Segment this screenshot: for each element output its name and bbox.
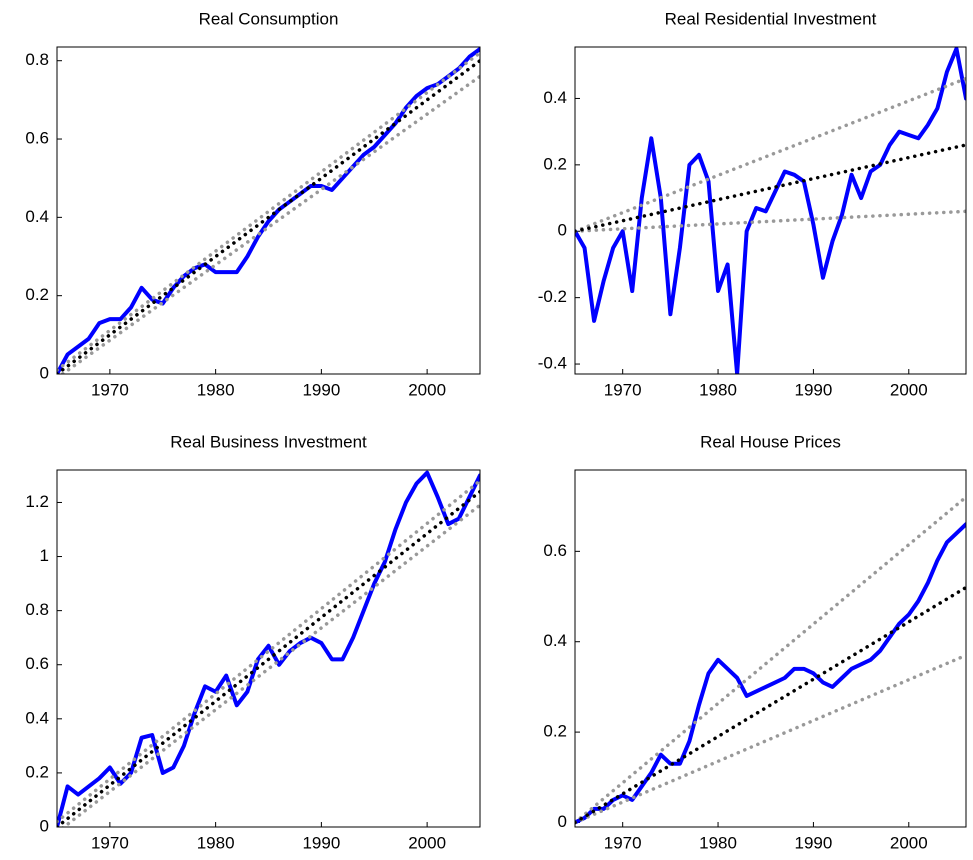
subplot: Real House Prices 0 0.2 0.4 0.6 1970 1980 1990 2… — [543, 432, 967, 852]
trend-line — [57, 489, 480, 827]
data-line — [57, 470, 480, 827]
x-tick-label: 1980 — [699, 380, 737, 399]
y-tick-label: 0.6 — [25, 654, 49, 673]
subplot: Real Consumption 0 0.2 0.4 0.6 0.8 1970 1980 199… — [25, 9, 481, 399]
trend-line — [575, 495, 966, 825]
x-tick-label: 1990 — [795, 380, 833, 399]
x-tick-label: 2000 — [408, 833, 446, 852]
x-tick-label: 1980 — [197, 380, 235, 399]
subplot: Real Business Investment 0 0.2 0.4 0.6 0.8 1 1.… — [25, 432, 481, 852]
y-tick-label: 0.2 — [25, 762, 49, 781]
y-tick-label: 0.4 — [25, 207, 49, 226]
trend-line — [57, 51, 480, 372]
plot-frame — [574, 46, 967, 375]
trend-line — [575, 209, 966, 233]
y-tick-label: 0.4 — [543, 631, 567, 650]
y-tick-label: 0.4 — [543, 88, 567, 107]
y-tick-label: 0.4 — [25, 708, 49, 727]
y-tick-label: 0.2 — [543, 154, 567, 173]
plot-area — [575, 495, 966, 825]
y-tick-label: 0 — [558, 812, 567, 831]
y-tick-label: 0.2 — [25, 285, 49, 304]
x-tick-label: 1990 — [302, 380, 340, 399]
trend-line — [57, 58, 480, 374]
x-tick-label: 1990 — [302, 833, 340, 852]
plot-area — [57, 47, 480, 374]
plot-frame — [56, 469, 481, 828]
y-tick-label: 0 — [40, 363, 49, 382]
subplot-title: Real Residential Investment — [665, 9, 877, 28]
x-tick-label: 2000 — [890, 380, 928, 399]
data-line — [575, 47, 966, 374]
x-tick-label: 2000 — [408, 380, 446, 399]
y-tick-label: 0.6 — [25, 129, 49, 148]
plot-area — [57, 470, 480, 827]
y-tick-label: 0 — [558, 221, 567, 240]
y-tick-label: 1 — [40, 546, 49, 565]
x-tick-label: 1970 — [604, 380, 642, 399]
x-tick-label: 1970 — [91, 833, 129, 852]
y-tick-label: 1.2 — [25, 492, 49, 511]
y-tick-label: 0.8 — [25, 50, 49, 69]
trend-line — [575, 143, 966, 233]
trend-line — [61, 503, 480, 827]
y-tick-label: -0.2 — [538, 287, 567, 306]
plot-area — [575, 47, 966, 374]
plot-frame — [56, 46, 481, 375]
data-line — [57, 47, 480, 374]
x-tick-label: 1970 — [91, 380, 129, 399]
trend-line — [575, 76, 966, 233]
subplot-title: Real Consumption — [199, 9, 339, 28]
subplot-title: Real Business Investment — [170, 432, 367, 451]
y-tick-label: -0.4 — [538, 354, 567, 373]
subplot: Real Residential Investment -0.4 -0.2 0 0.2 0… — [538, 9, 967, 399]
y-tick-label: 0.8 — [25, 600, 49, 619]
trend-line — [59, 74, 480, 374]
x-tick-label: 1970 — [604, 833, 642, 852]
trend-line — [575, 653, 966, 825]
y-tick-label: 0 — [40, 816, 49, 835]
trend-line — [575, 585, 966, 825]
subplot-title: Real House Prices — [700, 432, 841, 451]
trend-line — [57, 479, 480, 824]
x-tick-label: 2000 — [890, 833, 928, 852]
plot-frame — [574, 469, 967, 828]
x-tick-label: 1980 — [197, 833, 235, 852]
x-tick-label: 1990 — [795, 833, 833, 852]
y-tick-label: 0.2 — [543, 722, 567, 741]
data-line — [575, 522, 966, 825]
y-tick-label: 0.6 — [543, 541, 567, 560]
x-tick-label: 1980 — [699, 833, 737, 852]
